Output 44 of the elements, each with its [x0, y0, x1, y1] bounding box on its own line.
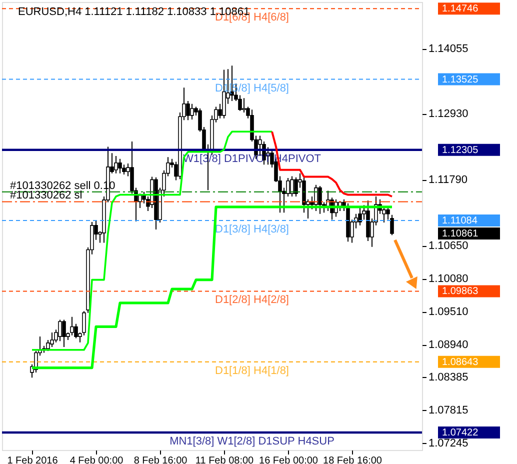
candlestick	[190, 103, 194, 120]
candlestick	[70, 316, 74, 336]
x-tick-label: 16 Feb 00:00	[259, 456, 318, 464]
candlestick	[58, 319, 62, 342]
candlestick	[186, 100, 190, 121]
y-tick-label: 1.10650	[428, 240, 468, 252]
candlestick	[50, 332, 54, 348]
x-tick-label: 8 Feb 16:00	[134, 456, 188, 464]
text: 1.09863	[442, 286, 479, 298]
candlestick	[318, 186, 322, 214]
text: 1.08643	[442, 356, 479, 368]
candlestick	[62, 319, 66, 348]
text: 1.12305	[442, 144, 479, 156]
y-tick-label: 1.12930	[428, 108, 468, 120]
x-tick-label: 18 Feb 16:00	[323, 456, 382, 464]
ref-line-label: #101330262 sl	[10, 190, 82, 202]
candlestick	[294, 176, 298, 197]
y-tick-label: 1.07245	[428, 437, 468, 450]
candlestick	[358, 208, 362, 226]
y-tick-label: 1.10080	[428, 273, 468, 286]
y-tick-label: 1.08385	[428, 371, 468, 384]
y-tick-label: 1.09510	[428, 306, 468, 318]
x-tick-label: 11 Feb 08:00	[195, 456, 254, 464]
candlestick	[314, 184, 318, 212]
ref-line-label: MN1[3/8] W1[2/8] D1SUP H4SUP	[170, 436, 334, 448]
text: 1.07422	[442, 428, 479, 439]
x-tick-label: 4 Feb 00:00	[70, 456, 124, 464]
candlestick	[290, 176, 294, 197]
y-tick-label: 1.14055	[428, 43, 468, 56]
y-tick-label: 1.11790	[428, 174, 468, 186]
candlestick	[138, 193, 142, 209]
text: 1.11084	[442, 216, 478, 227]
ref-line-label: D1[2/8] H4[2/8]	[215, 294, 289, 306]
line-series	[271, 130, 393, 198]
y-tick-label: 1.08940	[428, 339, 468, 352]
text: 1.10861	[442, 228, 479, 240]
x-tick-label: 1 Feb 2016	[7, 456, 58, 464]
candlestick	[114, 155, 118, 174]
ref-line-label: D1[1/8] H4[1/8]	[215, 364, 289, 377]
text: 1.13525	[442, 74, 479, 86]
candlestick	[242, 98, 246, 114]
candlestick	[118, 158, 122, 174]
text: 1.14746	[442, 4, 479, 15]
y-tick-label: 1.07815	[428, 404, 468, 416]
